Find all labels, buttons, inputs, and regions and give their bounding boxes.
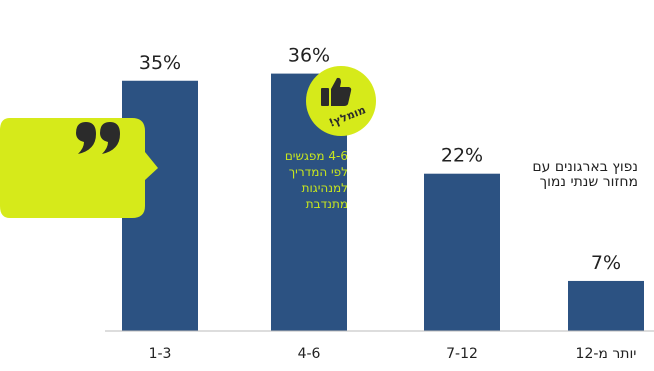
value-label-4: 7% (591, 252, 621, 274)
category-label-3: 7-12 (446, 346, 478, 362)
bar-3 (424, 173, 500, 331)
value-label-3: 22% (441, 145, 483, 167)
value-label-1: 35% (139, 52, 181, 74)
category-label-2: 4-6 (298, 346, 321, 362)
value-label-2: 36% (288, 45, 330, 67)
category-label-1: 1-3 (149, 346, 172, 362)
callout-text: נפוץ בארגונים עם מחזור שנתי נמוך (532, 159, 638, 190)
callout-bubble (0, 118, 158, 218)
thumbs-up-icon (321, 77, 352, 106)
quote-icon (76, 122, 120, 154)
bar-note: 4-6 מפגשים לפי המדריך למנהיגות מתנדבת (284, 149, 348, 211)
bar-4 (568, 280, 644, 331)
category-label-4: יותר מ-12 (576, 346, 637, 362)
